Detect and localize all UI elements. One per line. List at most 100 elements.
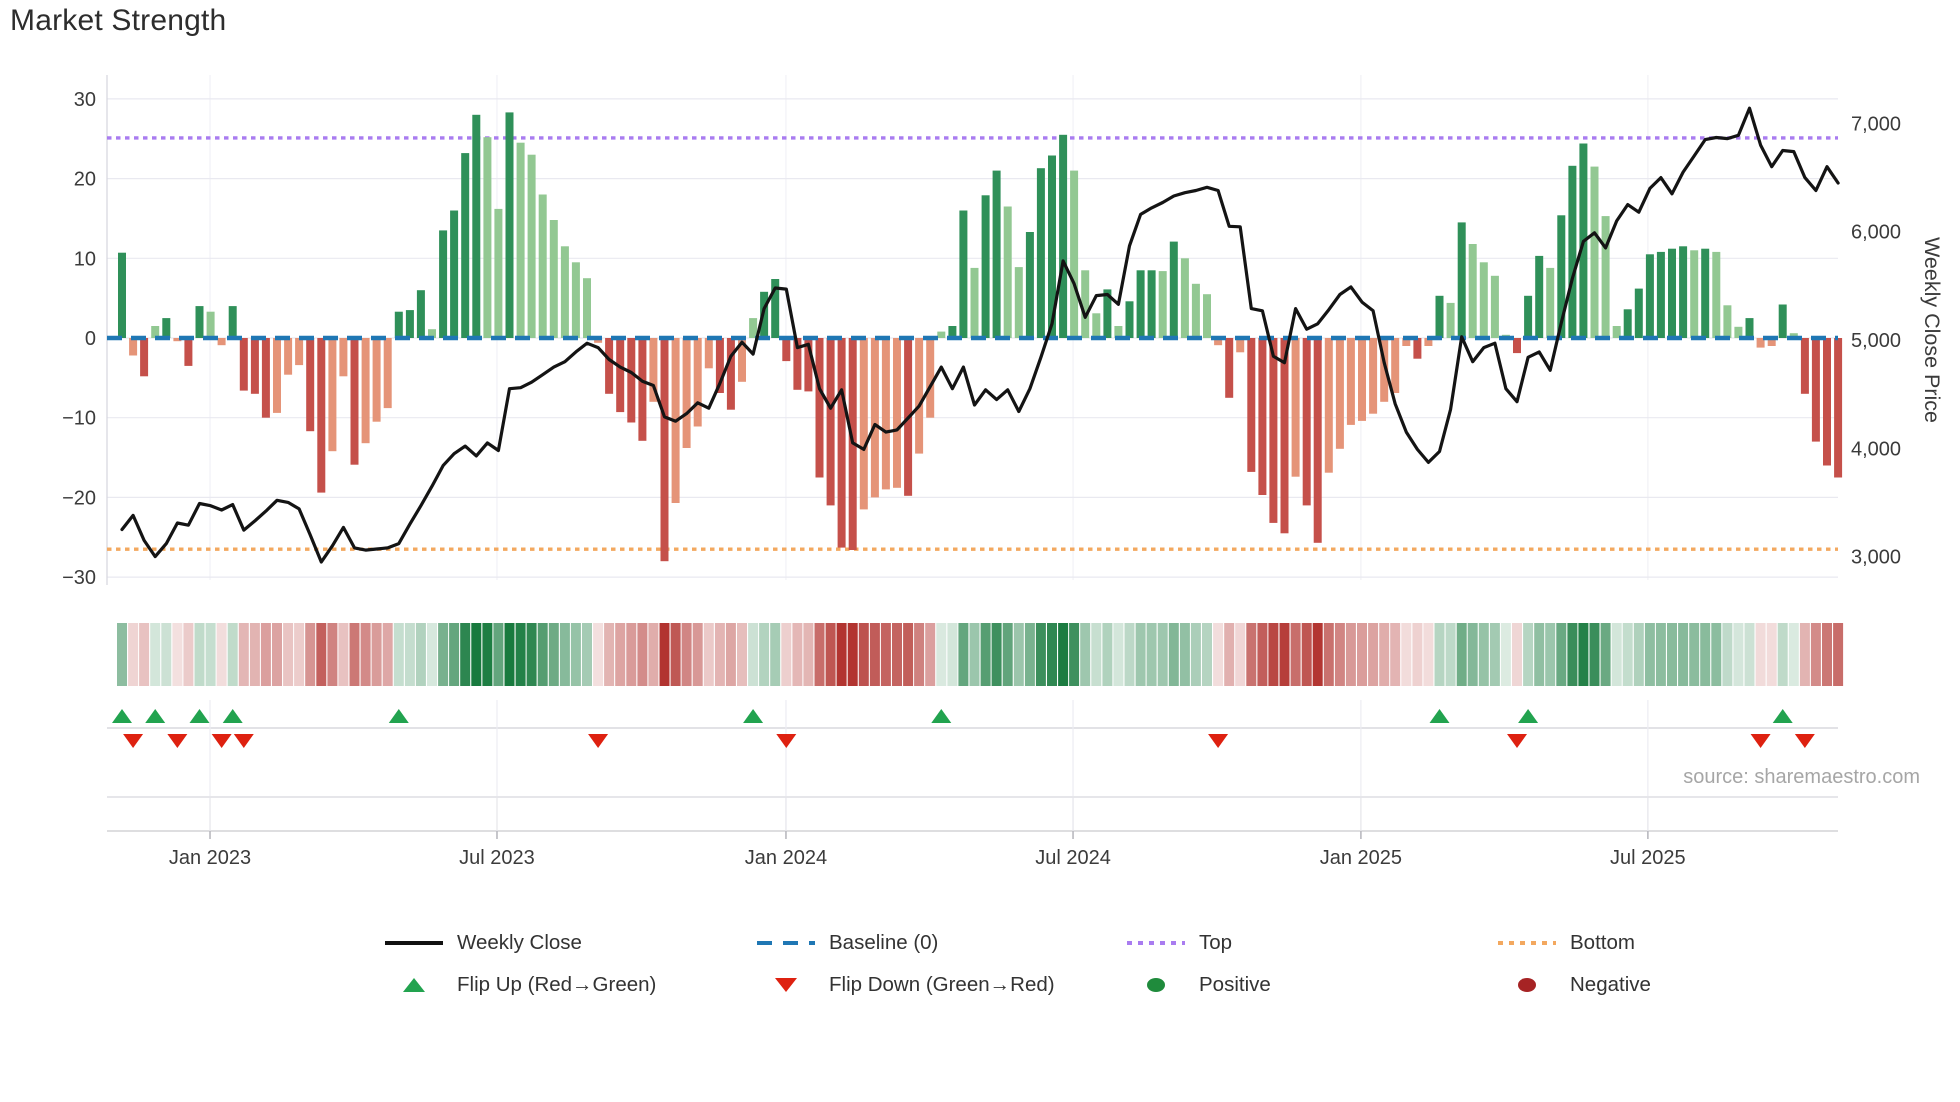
heatmap-cell xyxy=(604,623,615,686)
strength-bar xyxy=(1513,338,1521,354)
strength-bar xyxy=(1679,246,1688,338)
strength-bar xyxy=(782,338,791,362)
strength-bar xyxy=(261,338,270,418)
strength-bar xyxy=(649,338,658,402)
legend-item-flip-down: Flip Down (Green→Red) xyxy=(755,969,1055,1001)
heatmap-cell xyxy=(570,623,581,686)
heatmap-cell xyxy=(471,623,482,686)
heatmap-cell xyxy=(449,623,460,686)
flip-down-marker xyxy=(211,734,232,748)
heatmap-cell xyxy=(892,623,902,686)
strength-bar xyxy=(1036,168,1045,338)
strength-bar xyxy=(1136,270,1145,338)
strength-bar xyxy=(1756,338,1765,348)
strength-bar xyxy=(715,338,724,393)
right-axis-title: Weekly Close Price xyxy=(1920,237,1944,423)
heatmap-cell xyxy=(1556,623,1567,686)
heatmap-cell xyxy=(1534,623,1545,686)
strength-bar xyxy=(1645,254,1654,338)
heatmap-cell xyxy=(1035,623,1046,686)
strength-bar xyxy=(893,338,901,488)
heatmap-cell xyxy=(869,623,880,686)
heatmap-cell xyxy=(272,623,282,686)
strength-bar xyxy=(284,338,293,375)
heatmap-cell xyxy=(903,623,914,686)
strength-bar xyxy=(1291,338,1300,477)
strength-bar xyxy=(527,154,536,338)
left-axis-tick-label: 10 xyxy=(74,248,96,270)
strength-bar xyxy=(538,194,547,338)
heatmap-cell xyxy=(626,623,637,686)
strength-bar xyxy=(1358,338,1366,421)
heatmap-cell xyxy=(1257,623,1268,686)
heatmap-cell xyxy=(1024,623,1035,686)
flip-up-marker xyxy=(222,709,243,723)
x-axis-tick-label: Jan 2023 xyxy=(169,847,251,869)
strength-bar xyxy=(1081,270,1090,338)
heatmap-cell xyxy=(1578,623,1589,686)
strength-bar xyxy=(472,114,481,338)
heatmap-cell xyxy=(1423,623,1434,686)
heatmap-cell xyxy=(1689,623,1700,686)
heatmap-cell xyxy=(1113,623,1124,686)
legend-item-top: Top xyxy=(1125,927,1232,959)
strength-bar xyxy=(571,262,580,338)
strength-bar xyxy=(749,318,758,338)
strength-bar xyxy=(1203,294,1211,338)
strength-bar xyxy=(627,338,636,423)
strength-bar xyxy=(682,338,691,448)
strength-bar xyxy=(1468,244,1477,338)
heatmap-cell xyxy=(150,623,161,686)
strength-bar xyxy=(1003,206,1012,338)
heatmap-cell xyxy=(936,623,947,686)
strength-bar xyxy=(1535,255,1544,338)
heatmap-cell xyxy=(1323,623,1334,686)
heatmap-cell xyxy=(1301,623,1312,686)
heatmap-cell xyxy=(814,623,825,686)
strength-bar xyxy=(1180,258,1189,338)
heatmap-cell xyxy=(515,623,526,686)
strength-bar xyxy=(804,338,813,392)
strength-bar xyxy=(1590,166,1599,338)
heatmap-cell xyxy=(925,623,936,686)
strength-bar xyxy=(1402,338,1411,346)
heatmap-cell xyxy=(371,623,382,686)
heatmap-cell xyxy=(969,623,980,686)
heatmap-cell xyxy=(991,623,1002,686)
heatmap-cell xyxy=(781,623,792,686)
heatmap-cell xyxy=(1013,623,1024,686)
flip-up-marker xyxy=(1518,709,1539,723)
legend-label: Flip Down (Green→Red) xyxy=(829,973,1055,996)
heatmap-cell xyxy=(227,623,238,686)
heatmap-cell xyxy=(559,623,570,686)
strength-bar xyxy=(881,338,890,490)
strength-bar xyxy=(837,338,846,548)
flip-down-marker xyxy=(1750,734,1771,748)
heatmap-cell xyxy=(1512,623,1522,686)
heatmap-cell xyxy=(415,623,426,686)
strength-bar xyxy=(1811,338,1820,442)
weekly-close-line-icon xyxy=(385,941,443,945)
heatmap-cell xyxy=(1733,623,1744,686)
legend-label: Weekly Close xyxy=(457,931,582,954)
flip-up-marker xyxy=(1429,709,1450,723)
left-axis-tick-label: −20 xyxy=(62,487,96,509)
strength-bar xyxy=(450,210,459,338)
flip-up-marker xyxy=(145,709,166,723)
page-title: Market Strength xyxy=(10,4,227,37)
heatmap-cell xyxy=(294,623,305,686)
heatmap-cell xyxy=(1246,623,1257,686)
x-axis-tick-label: Jan 2024 xyxy=(745,847,827,869)
strength-bar xyxy=(394,311,403,338)
flip-up-marker xyxy=(743,709,764,723)
strength-bar xyxy=(605,338,614,394)
strength-bar xyxy=(1014,267,1023,338)
flip-down-marker xyxy=(588,734,609,748)
heatmap-cell xyxy=(858,623,869,686)
right-axis-tick-label: 3,000 xyxy=(1851,547,1901,569)
heatmap-cell xyxy=(139,623,150,686)
strength-bar xyxy=(915,338,924,454)
strength-bar xyxy=(970,267,979,338)
strength-bar xyxy=(1745,318,1754,338)
heatmap-cell xyxy=(1146,623,1157,686)
